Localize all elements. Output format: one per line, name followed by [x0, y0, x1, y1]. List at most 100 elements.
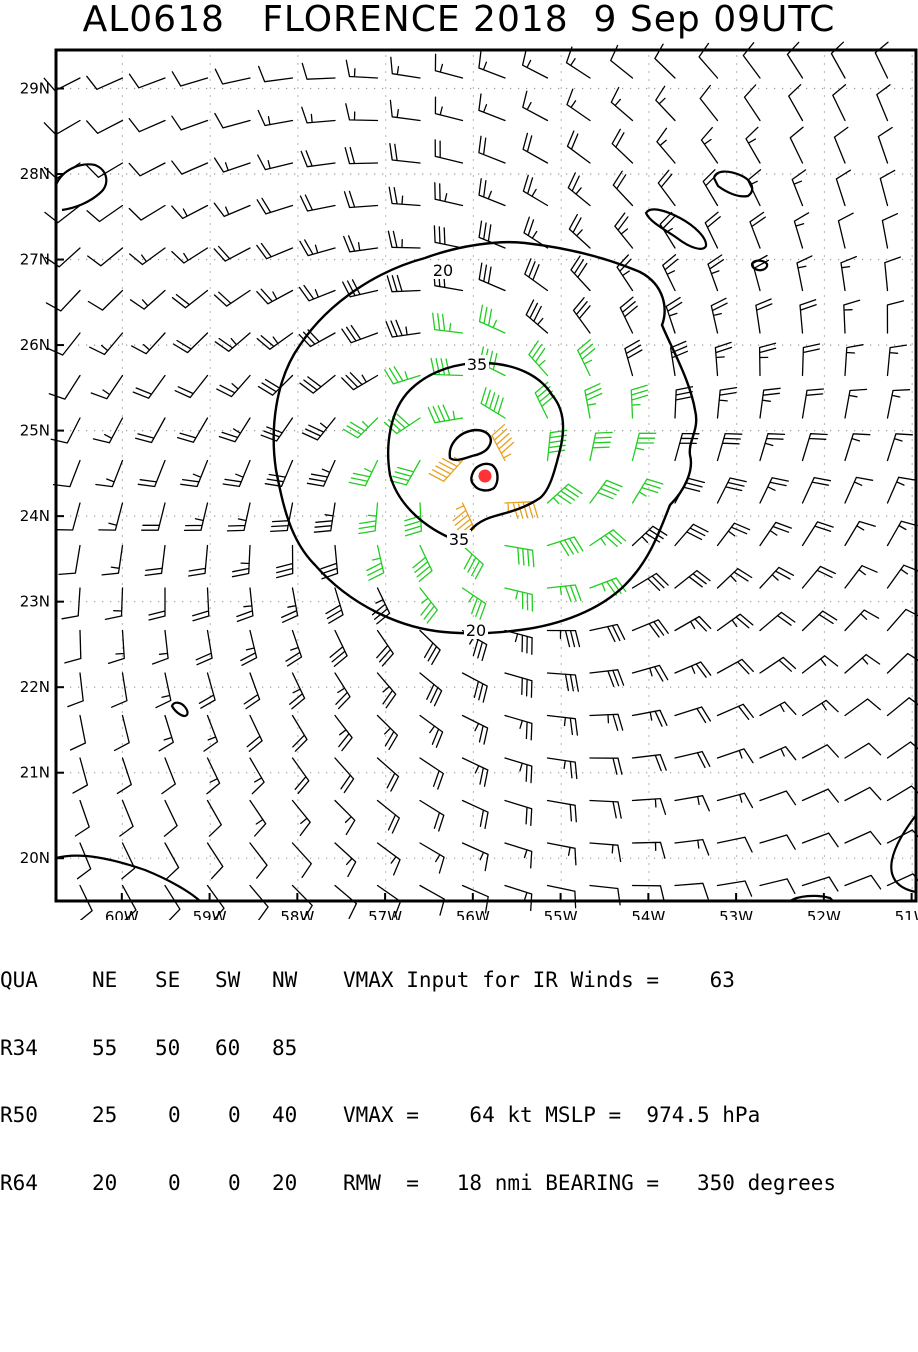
wind-barb: [335, 801, 355, 835]
wind-barb: [257, 198, 292, 214]
r34-label: R34: [0, 1037, 38, 1060]
wind-barb: [548, 631, 580, 647]
r50-sw: 0: [228, 1104, 241, 1127]
wind-barb: [845, 477, 873, 503]
wind-barb: [568, 173, 590, 206]
contour-20kt: [274, 242, 697, 633]
wind-barb: [378, 716, 398, 750]
wind-barb: [548, 537, 583, 556]
wind-barb: [548, 758, 577, 779]
wind-barb: [390, 144, 420, 163]
wind-barb: [803, 789, 839, 802]
wind-barb: [207, 758, 220, 794]
wind-barb: [845, 699, 880, 716]
wind-barb: [241, 631, 257, 666]
wind-barb: [745, 85, 761, 121]
wind-barb: [46, 248, 81, 267]
wind-barb: [377, 631, 393, 666]
wind-barb: [129, 206, 165, 221]
wind-barb: [845, 743, 881, 758]
wind-barb: [91, 376, 122, 399]
wind-barb: [548, 585, 582, 602]
wind-barb: [258, 155, 293, 170]
wind-barb: [299, 286, 335, 301]
wind-barb: [803, 389, 824, 418]
wind-barb: [574, 298, 591, 333]
r64-nw: 20: [272, 1172, 297, 1195]
r34-se: 50: [155, 1037, 180, 1060]
wind-barb: [164, 801, 177, 837]
wind-barb: [49, 376, 80, 400]
wind-barb: [378, 843, 401, 875]
wind-barb: [878, 128, 892, 164]
wind-barb: [303, 418, 336, 440]
wind-barb: [803, 877, 838, 891]
x-tick-label: 56W: [456, 908, 490, 920]
wind-barb: [385, 367, 420, 384]
wind-barb: [59, 546, 80, 575]
wind-barb: [463, 588, 486, 619]
wind-barb: [389, 187, 420, 205]
wind-barb: [181, 461, 208, 487]
r50-se: 0: [168, 1104, 181, 1127]
wind-barb: [215, 114, 250, 128]
wind-barb: [159, 716, 173, 751]
r64-label: R64: [0, 1172, 38, 1195]
wind-barb: [505, 588, 532, 611]
wind-barb: [420, 673, 442, 706]
y-tick-label: 21N: [20, 764, 50, 782]
wind-barb: [803, 833, 839, 847]
wind-barb: [314, 503, 335, 532]
wind-barb: [102, 546, 122, 575]
wind-barb: [258, 111, 292, 126]
wind-barb: [286, 631, 302, 666]
wind-barb: [214, 203, 250, 216]
wind-barb: [71, 716, 86, 751]
r64-ne: 20: [92, 1172, 117, 1195]
wind-barb: [845, 389, 867, 418]
wind-barb: [293, 801, 311, 836]
wind-barb: [888, 477, 916, 503]
wind-barb: [708, 255, 723, 290]
y-tick-label: 28N: [20, 165, 50, 183]
qua-header: QUA: [0, 969, 38, 992]
wind-barb: [590, 578, 626, 595]
wind-barb: [803, 434, 828, 461]
wind-barb: [839, 213, 854, 248]
wind-barb: [590, 480, 622, 503]
wind-barb: [215, 333, 250, 351]
wind-barb: [420, 801, 444, 832]
wind-barb: [833, 85, 846, 121]
wind-barb: [750, 212, 765, 248]
wind-barb: [142, 503, 165, 530]
wind-barb: [718, 659, 754, 673]
wind-barb: [789, 85, 803, 121]
wind-barb: [257, 289, 293, 304]
wind-barb: [307, 461, 335, 487]
wind-barb: [373, 588, 390, 624]
wind-barb: [888, 786, 918, 800]
wind-barb: [480, 305, 506, 333]
wind-barb: [250, 843, 267, 878]
wind-barb: [301, 151, 335, 167]
wind-barb: [87, 76, 123, 89]
wind-barb: [523, 175, 547, 205]
wind-barb: [675, 883, 708, 899]
wind-barb: [342, 326, 378, 343]
wind-barb: [613, 171, 632, 205]
wind-barb: [172, 116, 208, 130]
wind-barb: [73, 758, 87, 793]
wind-barb: [301, 195, 336, 211]
contour-label: 35: [467, 355, 487, 374]
wind-barb: [345, 191, 378, 207]
wind-barb: [748, 170, 761, 206]
wind-barb: [215, 291, 251, 307]
vmax-input-text: VMAX Input for IR Winds = 63: [343, 969, 735, 992]
wind-barb: [335, 758, 354, 793]
wind-barb: [675, 796, 709, 811]
wind-barb: [96, 461, 123, 487]
wind-barb: [390, 100, 420, 120]
wind-barb: [215, 158, 250, 172]
wind-barb: [803, 522, 834, 546]
wind-barb: [845, 345, 863, 376]
